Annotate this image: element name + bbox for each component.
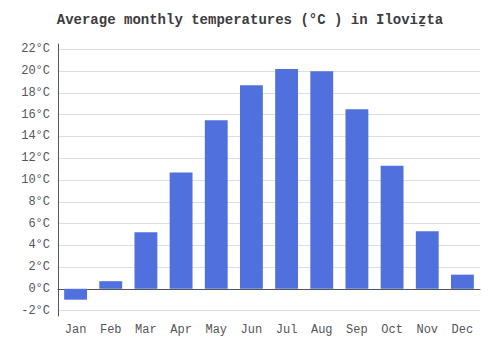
svg-text:May: May [205,323,227,337]
svg-text:Jul: Jul [276,323,298,337]
svg-text:Aug: Aug [311,323,333,337]
svg-text:Dec: Dec [452,323,474,337]
svg-text:12°C: 12°C [21,151,50,165]
svg-text:Oct: Oct [381,323,403,337]
svg-text:Nov: Nov [416,323,438,337]
svg-text:Apr: Apr [170,323,192,337]
svg-text:Sep: Sep [346,323,368,337]
svg-text:Jun: Jun [241,323,263,337]
svg-text:20°C: 20°C [21,64,50,78]
svg-text:Feb: Feb [100,323,122,337]
svg-text:0°C: 0°C [28,282,50,296]
svg-text:-2°C: -2°C [21,304,50,318]
svg-text:14°C: 14°C [21,129,50,143]
svg-text:Mar: Mar [135,323,157,337]
svg-text:16°C: 16°C [21,108,50,122]
svg-text:Average monthly temperatures (: Average monthly temperatures (°C ) in Il… [57,12,444,28]
svg-text:8°C: 8°C [28,195,50,209]
svg-text:2°C: 2°C [28,260,50,274]
svg-text:Jan: Jan [65,323,87,337]
svg-text:22°C: 22°C [21,42,50,56]
svg-text:4°C: 4°C [28,238,50,252]
svg-text:6°C: 6°C [28,217,50,231]
svg-text:10°C: 10°C [21,173,50,187]
svg-text:18°C: 18°C [21,86,50,100]
